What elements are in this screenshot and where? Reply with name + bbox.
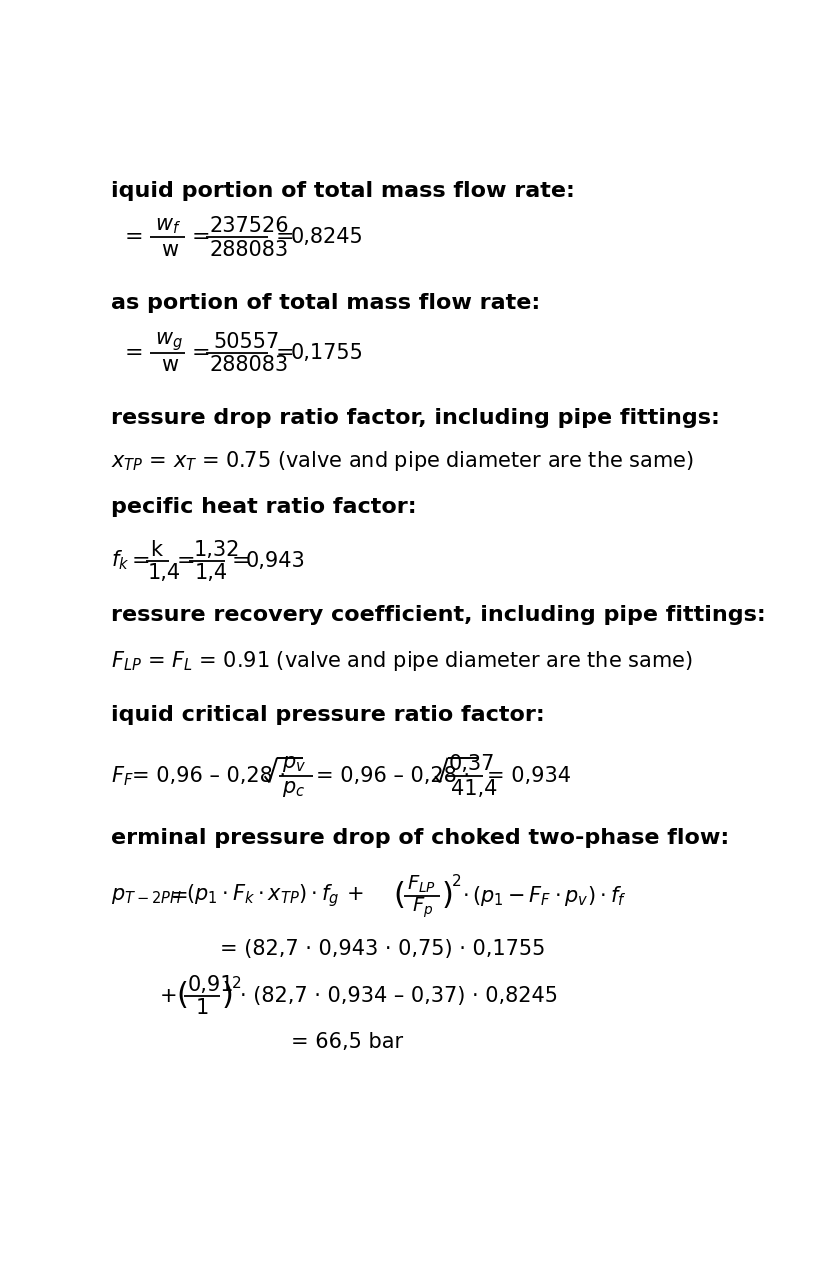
Text: +: + — [160, 986, 177, 1005]
Text: = 66,5 bar: = 66,5 bar — [291, 1032, 403, 1052]
Text: 0,8245: 0,8245 — [291, 228, 364, 248]
Text: $F_{LP}$: $F_{LP}$ — [407, 874, 436, 896]
Text: pecific heat ratio factor:: pecific heat ratio factor: — [111, 497, 417, 517]
Text: $p_{T-2PH}$: $p_{T-2PH}$ — [111, 886, 182, 905]
Text: $x_{TP}$ = $x_T$ = 0.75 (valve and pipe diameter are the same): $x_{TP}$ = $x_T$ = 0.75 (valve and pipe … — [111, 449, 694, 473]
Text: w: w — [161, 239, 179, 259]
Text: 1,4: 1,4 — [148, 563, 181, 583]
Text: 2: 2 — [232, 976, 242, 991]
Text: 237526: 237526 — [210, 216, 289, 236]
Text: $F_{LP}$ = $F_L$ = 0.91 (valve and pipe diameter are the same): $F_{LP}$ = $F_L$ = 0.91 (valve and pipe … — [111, 648, 693, 672]
Text: ressure drop ratio factor, including pipe fittings:: ressure drop ratio factor, including pip… — [111, 408, 720, 428]
Text: =: = — [192, 343, 211, 362]
Text: =: = — [276, 343, 294, 362]
Text: 2: 2 — [452, 874, 462, 890]
Text: · (82,7 · 0,934 – 0,37) · 0,8245: · (82,7 · 0,934 – 0,37) · 0,8245 — [240, 986, 558, 1005]
Text: =: = — [132, 550, 150, 571]
Text: =: = — [192, 228, 211, 248]
Text: 1,32: 1,32 — [193, 540, 239, 559]
Text: iquid portion of total mass flow rate:: iquid portion of total mass flow rate: — [111, 180, 575, 201]
Text: =: = — [171, 886, 195, 905]
Text: = 0,96 – 0,28 ·: = 0,96 – 0,28 · — [132, 766, 286, 787]
Text: 0,37: 0,37 — [449, 754, 496, 774]
Text: =: = — [276, 228, 294, 248]
Text: 1,4: 1,4 — [195, 563, 228, 583]
Text: 0,943: 0,943 — [246, 550, 306, 571]
Text: $p_v$: $p_v$ — [281, 754, 306, 774]
Text: $f_k$: $f_k$ — [111, 549, 129, 572]
Text: 288083: 288083 — [210, 239, 289, 259]
Text: (: ( — [393, 881, 405, 910]
Text: =: = — [176, 550, 195, 571]
Text: $F_p$: $F_p$ — [412, 896, 433, 920]
Text: ressure recovery coefficient, including pipe fittings:: ressure recovery coefficient, including … — [111, 605, 766, 624]
Text: 1: 1 — [196, 998, 209, 1018]
Text: = 0,934: = 0,934 — [487, 766, 571, 787]
Text: =: = — [124, 228, 143, 248]
Text: 0,1755: 0,1755 — [291, 343, 364, 362]
Text: =: = — [124, 343, 143, 362]
Text: $(p_1 \cdot F_k \cdot x_{TP}) \cdot f_g\,+$: $(p_1 \cdot F_k \cdot x_{TP}) \cdot f_g\… — [186, 882, 363, 909]
Text: $p_c$: $p_c$ — [281, 779, 305, 798]
Text: $\cdot\,(p_1 - F_F \cdot p_v) \cdot f_f$: $\cdot\,(p_1 - F_F \cdot p_v) \cdot f_f$ — [461, 883, 626, 907]
Text: $w_g$: $w_g$ — [155, 330, 183, 353]
Text: (: ( — [176, 981, 188, 1010]
Text: 0,91: 0,91 — [187, 975, 234, 995]
Text: = 0,96 – 0,28 ·: = 0,96 – 0,28 · — [316, 766, 470, 787]
Text: w: w — [161, 355, 179, 375]
Text: 50557: 50557 — [213, 332, 280, 352]
Text: $F_F$: $F_F$ — [111, 764, 134, 788]
Text: 288083: 288083 — [210, 355, 289, 375]
Text: = (82,7 · 0,943 · 0,75) · 0,1755: = (82,7 · 0,943 · 0,75) · 0,1755 — [220, 939, 545, 960]
Text: =: = — [231, 550, 250, 571]
Text: as portion of total mass flow rate:: as portion of total mass flow rate: — [111, 292, 540, 313]
Text: ): ) — [441, 881, 454, 910]
Text: $w_f$: $w_f$ — [155, 216, 181, 236]
Text: ): ) — [221, 981, 234, 1010]
Text: 41,4: 41,4 — [450, 779, 497, 798]
Text: iquid critical pressure ratio factor:: iquid critical pressure ratio factor: — [111, 704, 545, 724]
Text: k: k — [150, 540, 162, 559]
Text: erminal pressure drop of choked two-phase flow:: erminal pressure drop of choked two-phas… — [111, 827, 729, 848]
